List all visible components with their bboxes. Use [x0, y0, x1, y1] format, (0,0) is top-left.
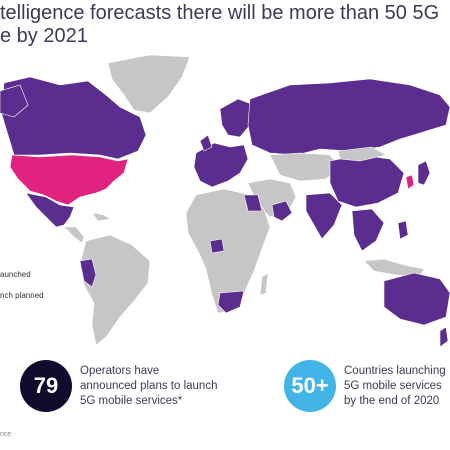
region-alaska	[0, 84, 29, 118]
stat-operators-line-2: announced plans to launch	[80, 380, 218, 392]
region-gulf-states	[271, 200, 293, 222]
region-peru	[79, 258, 97, 288]
region-scandinavia	[219, 98, 255, 138]
region-southeast-asia	[351, 208, 385, 252]
stat-operators-line-1: Operators have	[80, 365, 160, 377]
region-south-america	[79, 234, 151, 346]
legend-planned: nch planned	[0, 291, 44, 300]
region-india	[305, 192, 343, 240]
region-australia	[383, 272, 450, 326]
region-nigeria	[209, 238, 225, 254]
region-indonesia	[363, 258, 425, 278]
region-caribbean	[91, 212, 111, 222]
region-western-europe	[193, 142, 249, 188]
stat-countries-text: Countries launching 5G mobile services b…	[344, 364, 450, 409]
region-madagascar	[259, 272, 269, 296]
landmass-group	[0, 55, 450, 348]
region-greenland	[107, 55, 191, 114]
region-egypt	[243, 194, 263, 212]
stat-countries-line-2: 5G mobile services	[344, 380, 442, 392]
stat-countries-line-1: Countries launching	[344, 365, 446, 377]
world-map	[0, 55, 450, 348]
stat-operators-text: Operators have announced plans to launch…	[80, 364, 280, 409]
stat-countries-value: 50+	[291, 373, 329, 398]
stat-countries-line-3: by the end of 2020	[344, 395, 440, 407]
region-new-zealand	[439, 326, 449, 348]
region-mexico	[25, 192, 75, 228]
legend-launched: aunched	[0, 270, 31, 279]
region-mongolia	[337, 146, 387, 162]
stat-operators-line-3: 5G mobile services*	[80, 395, 183, 407]
region-south-africa	[217, 290, 245, 314]
region-uk	[199, 134, 213, 152]
region-canada	[1, 76, 147, 160]
stat-operators-circle: 79	[20, 360, 72, 412]
region-russia	[247, 78, 450, 156]
region-japan	[417, 160, 431, 186]
source-note: nce	[0, 431, 12, 438]
headline-line-1: telligence forecasts there will be more …	[0, 2, 440, 24]
headline: telligence forecasts there will be more …	[0, 2, 450, 48]
region-philippines	[397, 220, 409, 240]
headline-line-2: e by 2021	[0, 25, 88, 47]
region-usa	[9, 154, 129, 206]
region-south-korea	[405, 174, 415, 190]
stat-countries-circle: 50+	[284, 360, 336, 412]
region-china	[329, 154, 405, 208]
stat-operators-value: 79	[33, 373, 59, 398]
region-central-america	[63, 226, 85, 244]
region-central-asia	[269, 152, 341, 182]
